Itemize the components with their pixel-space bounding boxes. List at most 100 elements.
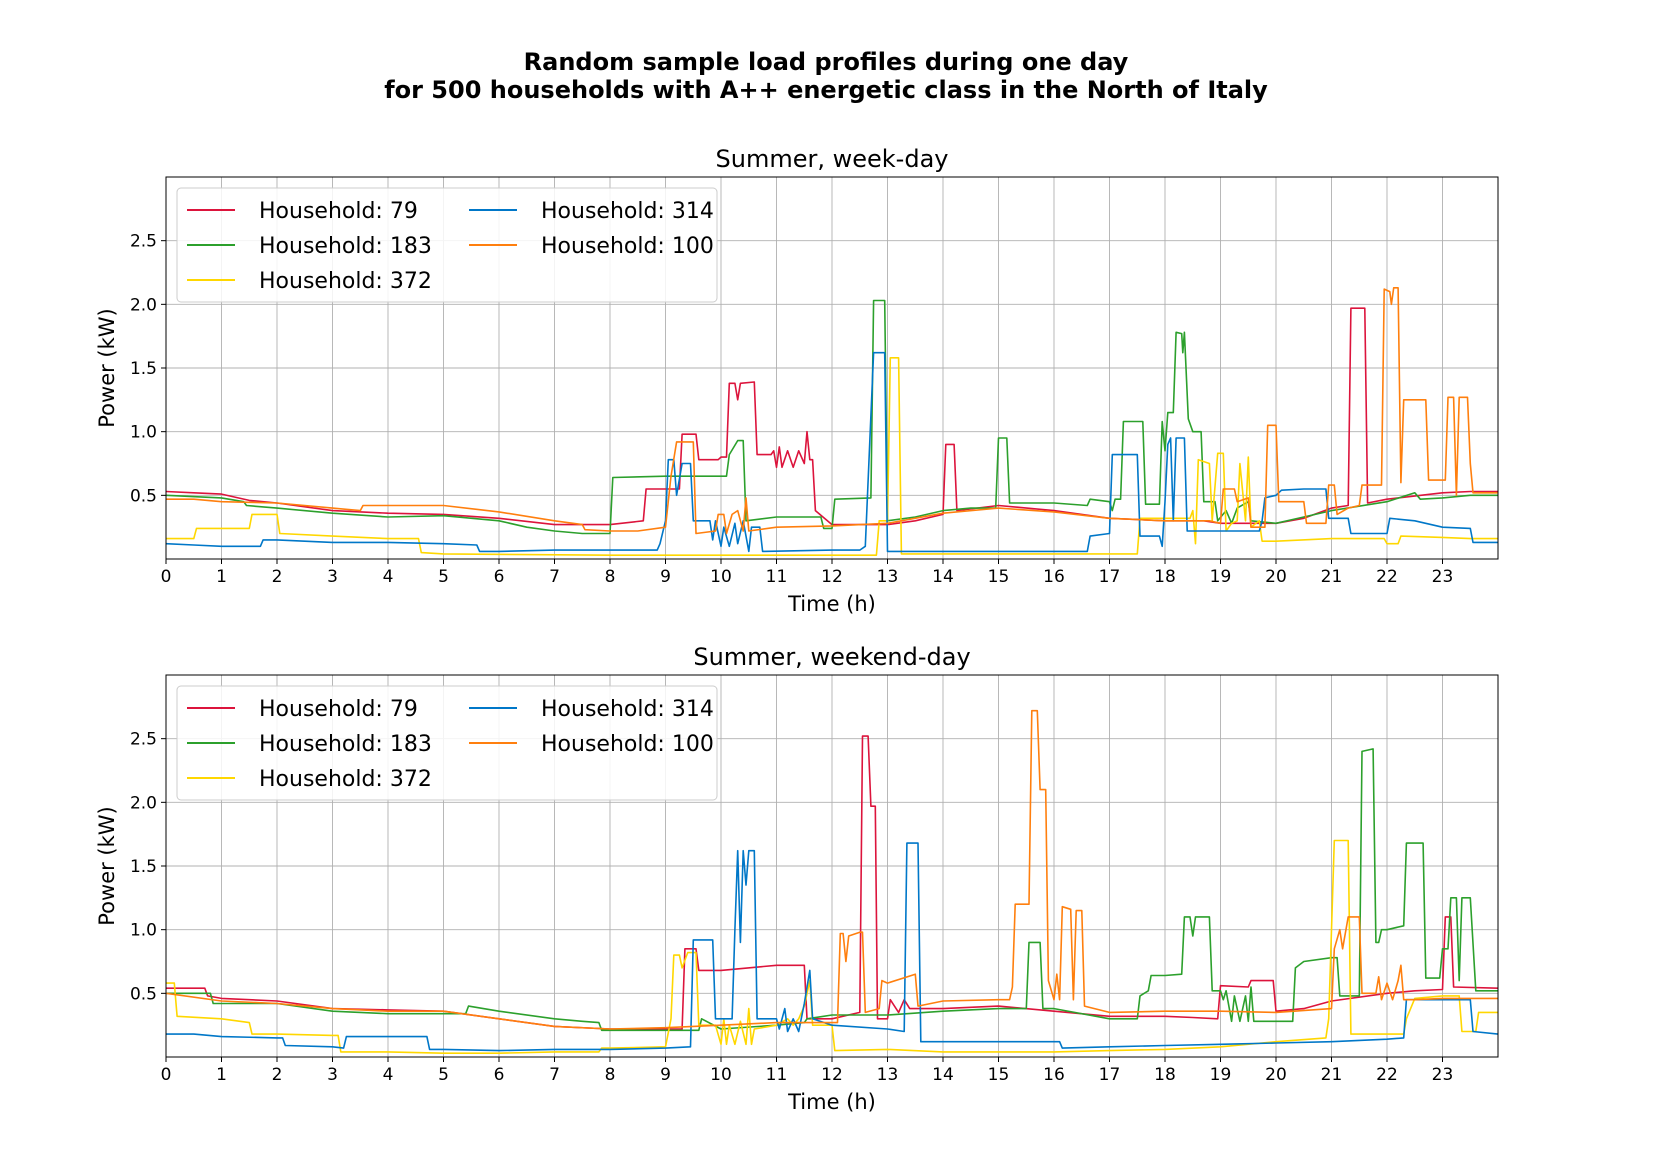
chart-weekend-legend: Household: 79 Household: 183 Household: 37… [176,685,718,801]
chart-weekend-xtick-label: 6 [494,1065,505,1085]
chart-weekend-series-line-372 [166,839,1498,1054]
chart-weekday-legend-label: Household: 183 [259,234,432,259]
chart-weekend-ytick-label: 2.5 [130,730,157,750]
chart-weekday-xtick-label: 16 [1043,567,1065,587]
chart-weekend-xtick-label: 16 [1043,1065,1065,1085]
chart-weekend-xtick-label: 20 [1265,1065,1287,1085]
chart-weekend-xtick-label: 18 [1154,1065,1176,1085]
chart-weekend-ytick-label: 1.5 [130,857,157,877]
chart-weekend-legend-label: Household: 314 [541,697,714,722]
chart-weekend-xtick-label: 11 [766,1065,788,1085]
chart-weekday-xtick-label: 20 [1265,567,1287,587]
chart-weekend-legend-item: Household: 314 [469,697,714,722]
chart-weekday-xtick-label: 13 [877,567,899,587]
chart-weekday-xtick-label: 12 [821,567,843,587]
chart-weekday-xtick-label: 11 [766,567,788,587]
chart-weekend-legend-label: Household: 372 [259,767,432,792]
chart-weekday-ytick-label: 2.0 [130,295,157,315]
chart-weekday-ytick-label: 2.5 [130,232,157,252]
chart-weekend-series-group [166,709,1498,1054]
chart-weekend-xtick-label: 22 [1376,1065,1398,1085]
chart-weekday-yaxis-label: Power (kW) [95,308,119,427]
chart-weekend-xtick-label: 2 [272,1065,283,1085]
chart-weekday-xtick-label: 19 [1210,567,1232,587]
chart-weekend-ytick-label: 1.0 [130,921,157,941]
chart-weekday-legend-item: Household: 183 [187,234,432,259]
chart-weekday-xtick-label: 6 [494,567,505,587]
chart-weekend-xtick-label: 10 [710,1065,732,1085]
chart-weekend-xtick-label: 5 [438,1065,449,1085]
chart-weekend-xtick-label: 1 [216,1065,227,1085]
chart-weekend-series-line-183 [166,748,1498,1032]
chart-weekend-series-line-100 [166,709,1498,1030]
chart-weekday-ytick-label: 0.5 [130,486,157,506]
chart-weekend-xaxis-label: Time (h) [787,1090,876,1114]
chart-weekend-legend-label: Household: 79 [259,697,418,722]
chart-weekend-legend-box [176,685,718,801]
chart-weekday-legend: Household: 79 Household: 183 Household: 37… [176,187,718,303]
chart-weekday-xtick-label: 14 [932,567,954,587]
chart-weekday-series-line-79 [166,307,1498,526]
chart-weekend-ytick-label: 0.5 [130,984,157,1004]
chart-weekday-xtick-label: 18 [1154,567,1176,587]
chart-weekday-xtick-label: 0 [161,567,172,587]
chart-weekday-xtick-label: 7 [549,567,560,587]
chart-weekend-xtick-label: 12 [821,1065,843,1085]
chart-weekend-xtick-label: 3 [327,1065,338,1085]
chart-weekday-legend-label: Household: 372 [259,269,432,294]
figure-title-line-2: for 500 households with A++ energetic cl… [384,76,1268,104]
chart-weekend-xtick-label: 19 [1210,1065,1232,1085]
chart-weekday-legend-label: Household: 100 [541,234,714,259]
chart-weekday-series-group [166,287,1498,556]
chart-weekday-xtick-label: 3 [327,567,338,587]
chart-weekday-legend-label: Household: 79 [259,199,418,224]
chart-weekend-legend-label: Household: 183 [259,732,432,757]
chart-weekday-xaxis-label: Time (h) [787,592,876,616]
chart-weekend-legend-item: Household: 372 [187,767,432,792]
chart-weekday-series-line-314 [166,351,1498,553]
figure-title-line-1: Random sample load profiles during one d… [524,48,1129,76]
chart-weekday-ytick-label: 1.5 [130,359,157,379]
chart-weekend-legend-item: Household: 100 [469,732,714,757]
chart-weekday-xtick-label: 8 [605,567,616,587]
chart-weekday-legend-item: Household: 79 [187,199,418,224]
chart-weekday-xtick-label: 1 [216,567,227,587]
chart-weekday-xtick-label: 23 [1432,567,1454,587]
chart-weekday-legend-item: Household: 100 [469,234,714,259]
chart-weekday-title: Summer, week-day [716,145,949,173]
chart-weekday-xtick-label: 9 [660,567,671,587]
chart-weekend-legend-label: Household: 100 [541,732,714,757]
chart-weekday-xtick-label: 5 [438,567,449,587]
chart-weekend-xtick-label: 13 [877,1065,899,1085]
chart-weekend-legend-item: Household: 79 [187,697,418,722]
chart-weekend-xtick-label: 15 [988,1065,1010,1085]
chart-weekend-yaxis-label: Power (kW) [95,806,119,925]
chart-weekday-xtick-label: 2 [272,567,283,587]
chart-weekday-series-line-183 [166,299,1498,535]
chart-weekend-ytick-label: 2.0 [130,793,157,813]
chart-weekday-xtick-label: 17 [1099,567,1121,587]
chart-weekend-series-line-314 [166,842,1498,1052]
chart-weekday-xtick-label: 10 [710,567,732,587]
chart-weekend-legend-item: Household: 183 [187,732,432,757]
chart-weekend-xtick-label: 0 [161,1065,172,1085]
chart-weekday-legend-box [176,187,718,303]
chart-weekday-series-line-372 [166,357,1498,556]
chart-weekend-xtick-label: 4 [383,1065,394,1085]
chart-weekday-ytick-label: 1.0 [130,423,157,443]
chart-weekend-xtick-label: 17 [1099,1065,1121,1085]
chart-weekend-xtick-label: 9 [660,1065,671,1085]
chart-weekend-xtick-label: 14 [932,1065,954,1085]
chart-weekday-series-line-100 [166,287,1498,535]
chart-weekend-title: Summer, weekend-day [693,643,970,671]
chart-weekday-legend-label: Household: 314 [541,199,714,224]
chart-weekday-legend-item: Household: 372 [187,269,432,294]
chart-weekday-xtick-label: 15 [988,567,1010,587]
chart-weekend-xtick-label: 23 [1432,1065,1454,1085]
chart-weekend-xtick-label: 21 [1321,1065,1343,1085]
chart-weekday-legend-item: Household: 314 [469,199,714,224]
chart-weekday-xtick-label: 22 [1376,567,1398,587]
